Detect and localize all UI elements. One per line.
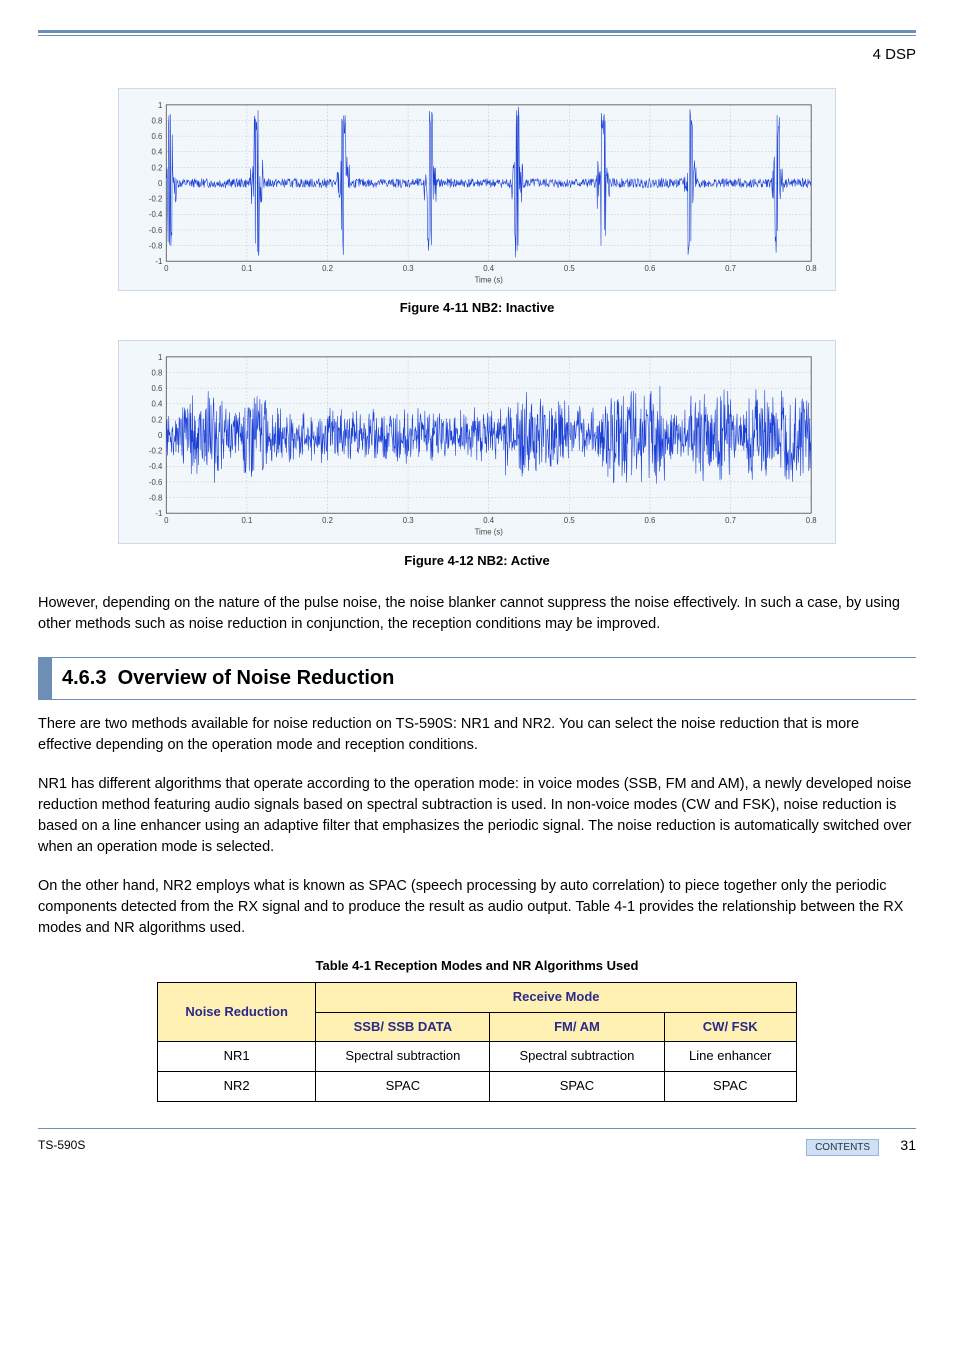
figure-4-12-caption: Figure 4-12 NB2: Active [38, 552, 916, 571]
svg-text:0.1: 0.1 [241, 264, 252, 273]
svg-text:-0.6: -0.6 [149, 478, 162, 487]
table-row: NR1 Spectral subtraction Spectral subtra… [158, 1042, 797, 1072]
table-cell: SPAC [664, 1072, 797, 1102]
svg-text:-0.2: -0.2 [149, 194, 162, 203]
svg-text:1: 1 [158, 353, 162, 362]
table-col-ssb: SSB/ SSB DATA [316, 1012, 490, 1042]
table-4-1-caption: Table 4-1 Reception Modes and NR Algorit… [38, 957, 916, 976]
svg-text:0: 0 [158, 179, 163, 188]
svg-text:0.2: 0.2 [152, 416, 163, 425]
section-title: Overview of Noise Reduction [118, 667, 395, 689]
section-para-1: There are two methods available for nois… [38, 714, 916, 756]
svg-text:0.4: 0.4 [483, 516, 495, 525]
svg-text:0.4: 0.4 [483, 264, 495, 273]
table-cell: SPAC [316, 1072, 490, 1102]
svg-text:0.7: 0.7 [725, 516, 736, 525]
svg-text:-0.4: -0.4 [149, 462, 163, 471]
svg-text:Time (s): Time (s) [475, 275, 504, 284]
table-cell: Line enhancer [664, 1042, 797, 1072]
figure-4-11-caption: Figure 4-11 NB2: Inactive [38, 299, 916, 318]
table-4-1: Noise Reduction Receive Mode SSB/ SSB DA… [157, 982, 797, 1102]
chapter-label: 4 DSP [38, 44, 916, 66]
header-rule-thin [38, 35, 916, 36]
svg-text:0.6: 0.6 [645, 264, 656, 273]
svg-text:0.2: 0.2 [152, 163, 163, 172]
header-rule-thick [38, 30, 916, 33]
svg-text:0.6: 0.6 [645, 516, 656, 525]
svg-text:-0.6: -0.6 [149, 226, 162, 235]
section-heading: 4.6.3 Overview of Noise Reduction [38, 657, 916, 700]
section-para-2: NR1 has different algorithms that operat… [38, 774, 916, 858]
table-header-receive-mode: Receive Mode [316, 982, 797, 1012]
figure-4-11-chart: -1 -0.8 -0.6 -0.4 -0.2 0 0.2 0.4 0.6 0.8 1 0 0.1 0.2 0… [118, 88, 836, 292]
svg-text:Time (s): Time (s) [475, 528, 504, 537]
svg-text:0: 0 [158, 431, 163, 440]
svg-text:0.4: 0.4 [152, 400, 164, 409]
svg-text:0.6: 0.6 [152, 132, 163, 141]
svg-text:0.6: 0.6 [152, 384, 163, 393]
svg-text:0.3: 0.3 [403, 264, 414, 273]
svg-text:1: 1 [158, 101, 162, 110]
table-cell: Spectral subtraction [316, 1042, 490, 1072]
svg-text:0: 0 [164, 264, 169, 273]
svg-text:-1: -1 [155, 509, 162, 518]
svg-text:0: 0 [164, 516, 169, 525]
svg-text:0.8: 0.8 [152, 369, 163, 378]
svg-text:0.8: 0.8 [806, 264, 817, 273]
table-header-noise-reduction: Noise Reduction [158, 982, 316, 1042]
table-col-cw: CW/ FSK [664, 1012, 797, 1042]
table-cell: NR1 [158, 1042, 316, 1072]
page-footer: TS-590S CONTENTS 31 [38, 1128, 916, 1156]
contents-link[interactable]: CONTENTS [806, 1139, 879, 1156]
svg-text:-1: -1 [155, 257, 162, 266]
table-cell: NR2 [158, 1072, 316, 1102]
svg-text:0.3: 0.3 [403, 516, 414, 525]
table-cell: SPAC [490, 1072, 664, 1102]
svg-text:0.2: 0.2 [322, 516, 333, 525]
section-number: 4.6.3 [62, 667, 106, 689]
paragraph-after-figures: However, depending on the nature of the … [38, 593, 916, 635]
svg-text:0.8: 0.8 [806, 516, 817, 525]
figure-4-12-chart: -1 -0.8 -0.6 -0.4 -0.2 0 0.2 0.4 0.6 0.8 1 0 0.1 0.2 0… [118, 340, 836, 544]
section-heading-text: 4.6.3 Overview of Noise Reduction [52, 658, 404, 699]
svg-text:0.4: 0.4 [152, 147, 164, 156]
svg-text:0.5: 0.5 [564, 264, 576, 273]
section-heading-bar [38, 658, 52, 699]
svg-text:-0.2: -0.2 [149, 447, 162, 456]
table-col-fm: FM/ AM [490, 1012, 664, 1042]
svg-text:0.7: 0.7 [725, 264, 736, 273]
svg-text:-0.4: -0.4 [149, 210, 163, 219]
page-number: 31 [900, 1137, 916, 1153]
svg-text:-0.8: -0.8 [149, 241, 162, 250]
table-row: NR2 SPAC SPAC SPAC [158, 1072, 797, 1102]
svg-text:0.1: 0.1 [241, 516, 252, 525]
section-para-3: On the other hand, NR2 employs what is k… [38, 876, 916, 939]
svg-text:-0.8: -0.8 [149, 494, 162, 503]
svg-text:0.5: 0.5 [564, 516, 576, 525]
table-cell: Spectral subtraction [490, 1042, 664, 1072]
svg-text:0.2: 0.2 [322, 264, 333, 273]
svg-text:0.8: 0.8 [152, 116, 163, 125]
footer-model: TS-590S [38, 1137, 85, 1154]
